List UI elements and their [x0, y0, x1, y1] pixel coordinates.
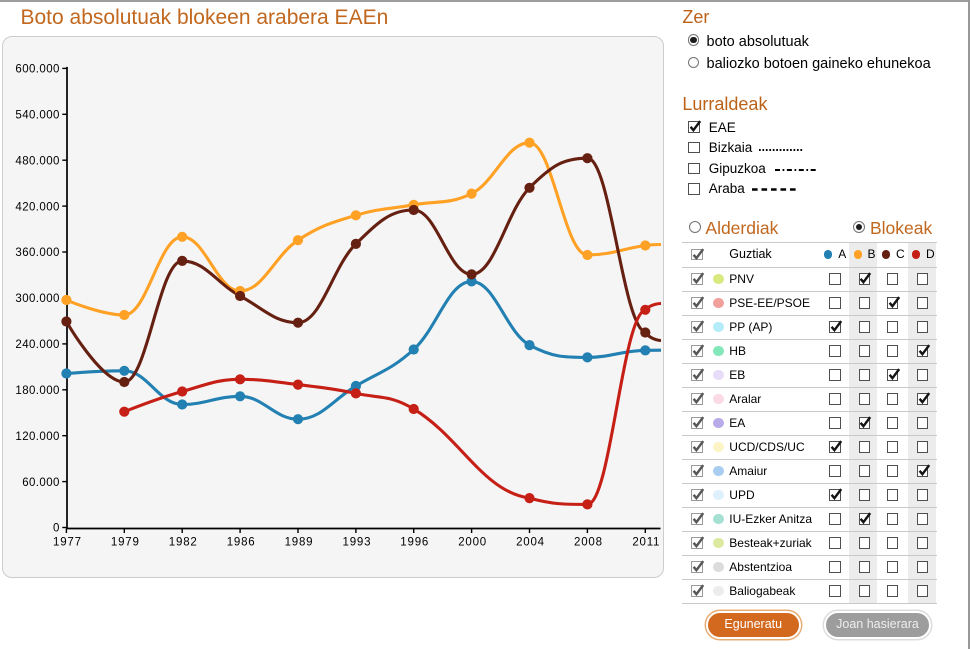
svg-text:1993: 1993 [343, 537, 372, 549]
svg-text:600.000: 600.000 [15, 64, 59, 76]
svg-text:1979: 1979 [111, 537, 140, 549]
svg-text:420.000: 420.000 [15, 201, 59, 213]
svg-text:120.000: 120.000 [15, 431, 59, 443]
svg-text:2011: 2011 [632, 537, 660, 549]
svg-text:1986: 1986 [227, 537, 256, 549]
svg-text:0: 0 [53, 523, 60, 535]
svg-text:300.000: 300.000 [15, 293, 59, 305]
svg-text:1982: 1982 [169, 537, 198, 549]
svg-text:240.000: 240.000 [15, 339, 59, 351]
svg-text:2008: 2008 [574, 537, 603, 549]
svg-text:2000: 2000 [458, 537, 487, 549]
svg-text:540.000: 540.000 [15, 110, 59, 122]
svg-text:480.000: 480.000 [15, 155, 59, 167]
svg-text:1989: 1989 [285, 537, 314, 549]
svg-text:1996: 1996 [400, 537, 429, 549]
svg-text:360.000: 360.000 [15, 247, 59, 259]
svg-text:180.000: 180.000 [15, 385, 59, 397]
svg-text:1977: 1977 [53, 537, 82, 549]
svg-text:2004: 2004 [516, 537, 545, 549]
svg-text:60.000: 60.000 [22, 477, 60, 489]
